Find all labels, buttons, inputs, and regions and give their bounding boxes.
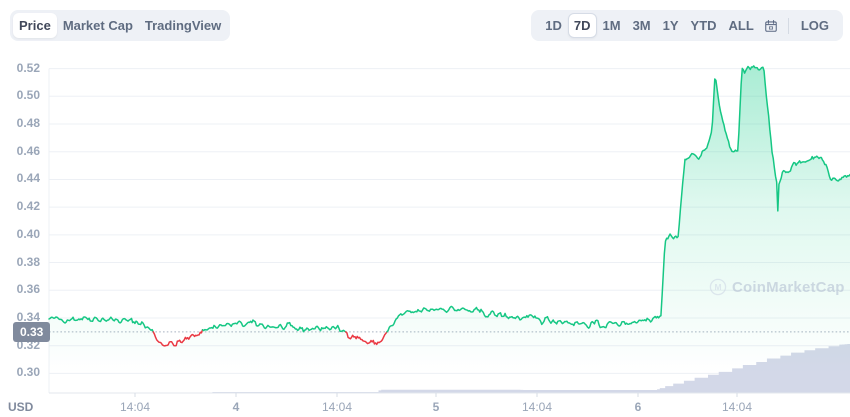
svg-text:M: M	[714, 282, 721, 292]
